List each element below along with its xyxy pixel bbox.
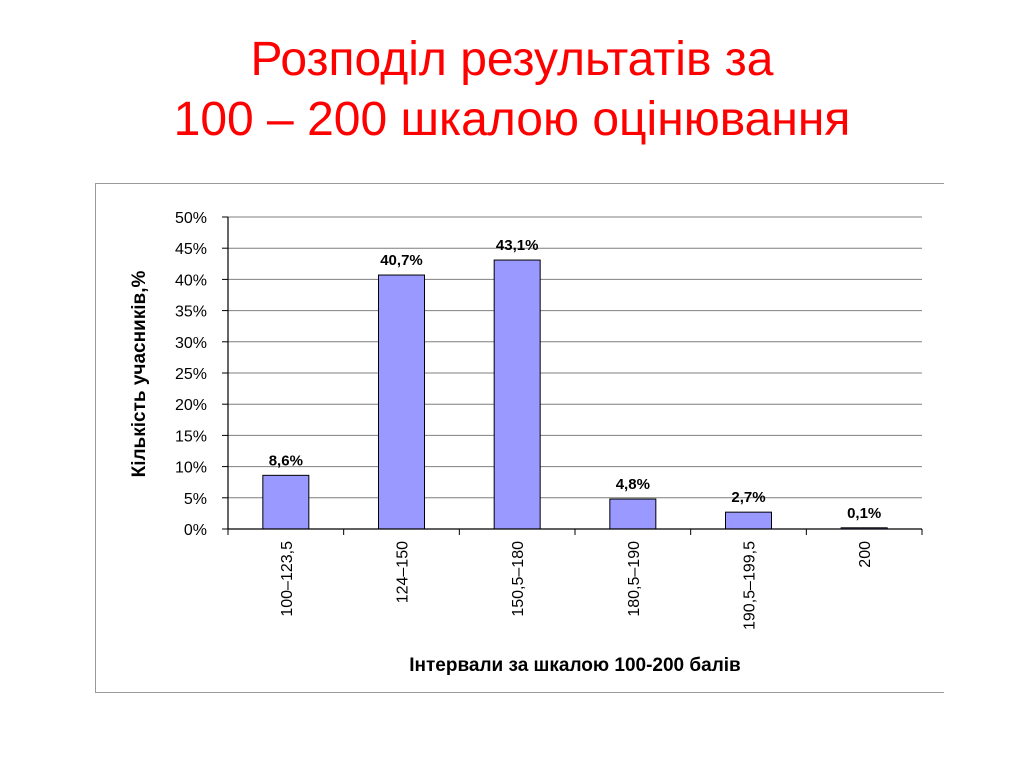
bar [378,274,425,530]
bar-value-label: 43,1% [496,237,539,254]
y-tick-label: 0% [184,522,207,539]
x-tick-label: 180,5–190 [626,541,643,617]
x-tick-label: 200 [857,541,874,568]
slide-title-line-1: Розподіл результатів за [250,33,774,86]
x-tick-label: 190,5–199,5 [742,541,759,630]
bar [725,511,772,530]
bar-value-label: 40,7% [380,252,423,269]
gridlines [228,216,922,499]
y-tick-label: 10% [175,460,207,477]
bar [493,259,541,530]
bar-value-label: 4,8% [616,476,650,493]
y-tick-label: 45% [175,241,207,258]
y-tick-label: 50% [175,210,207,227]
y-tick-label: 40% [175,272,207,289]
bar-value-label: 8,6% [269,452,303,469]
y-axis-title: Кількість учасників,% [129,271,150,478]
y-tick-label: 30% [175,335,207,352]
y-tick-label: 25% [175,366,207,383]
x-axis-title: Інтервали за шкалою 100-200 балів [409,655,740,676]
y-tick-labels: 0% 5% 10% 15% 20% 25% 30% 35% 40% 45% 50% [175,210,207,539]
bar [609,498,657,530]
y-tick-label: 20% [175,397,207,414]
x-tick-labels: 100–123,5 124–150 150,5–180 180,5–190 190,5–… [279,541,874,630]
axes [222,216,923,535]
x-tick-label: 150,5–180 [510,541,527,617]
x-tick-label: 100–123,5 [279,541,296,617]
bar-value-label: 2,7% [731,489,765,506]
chart-frame [95,183,944,693]
y-tick-label: 15% [175,428,207,445]
y-tick-label: 35% [175,304,207,321]
value-labels: 8,6% 40,7% 43,1% 4,8% 2,7% 0,1% [269,237,882,522]
bar-value-label: 0,1% [847,505,881,522]
bar [262,474,310,530]
slide-title: Розподіл результатів за 100 – 200 шкалою… [0,30,1024,150]
x-tick-label: 124–150 [395,541,412,603]
bars [262,259,888,530]
y-tick-label: 5% [184,491,207,508]
slide-title-line-2: 100 – 200 шкалою оцінювання [173,93,851,146]
